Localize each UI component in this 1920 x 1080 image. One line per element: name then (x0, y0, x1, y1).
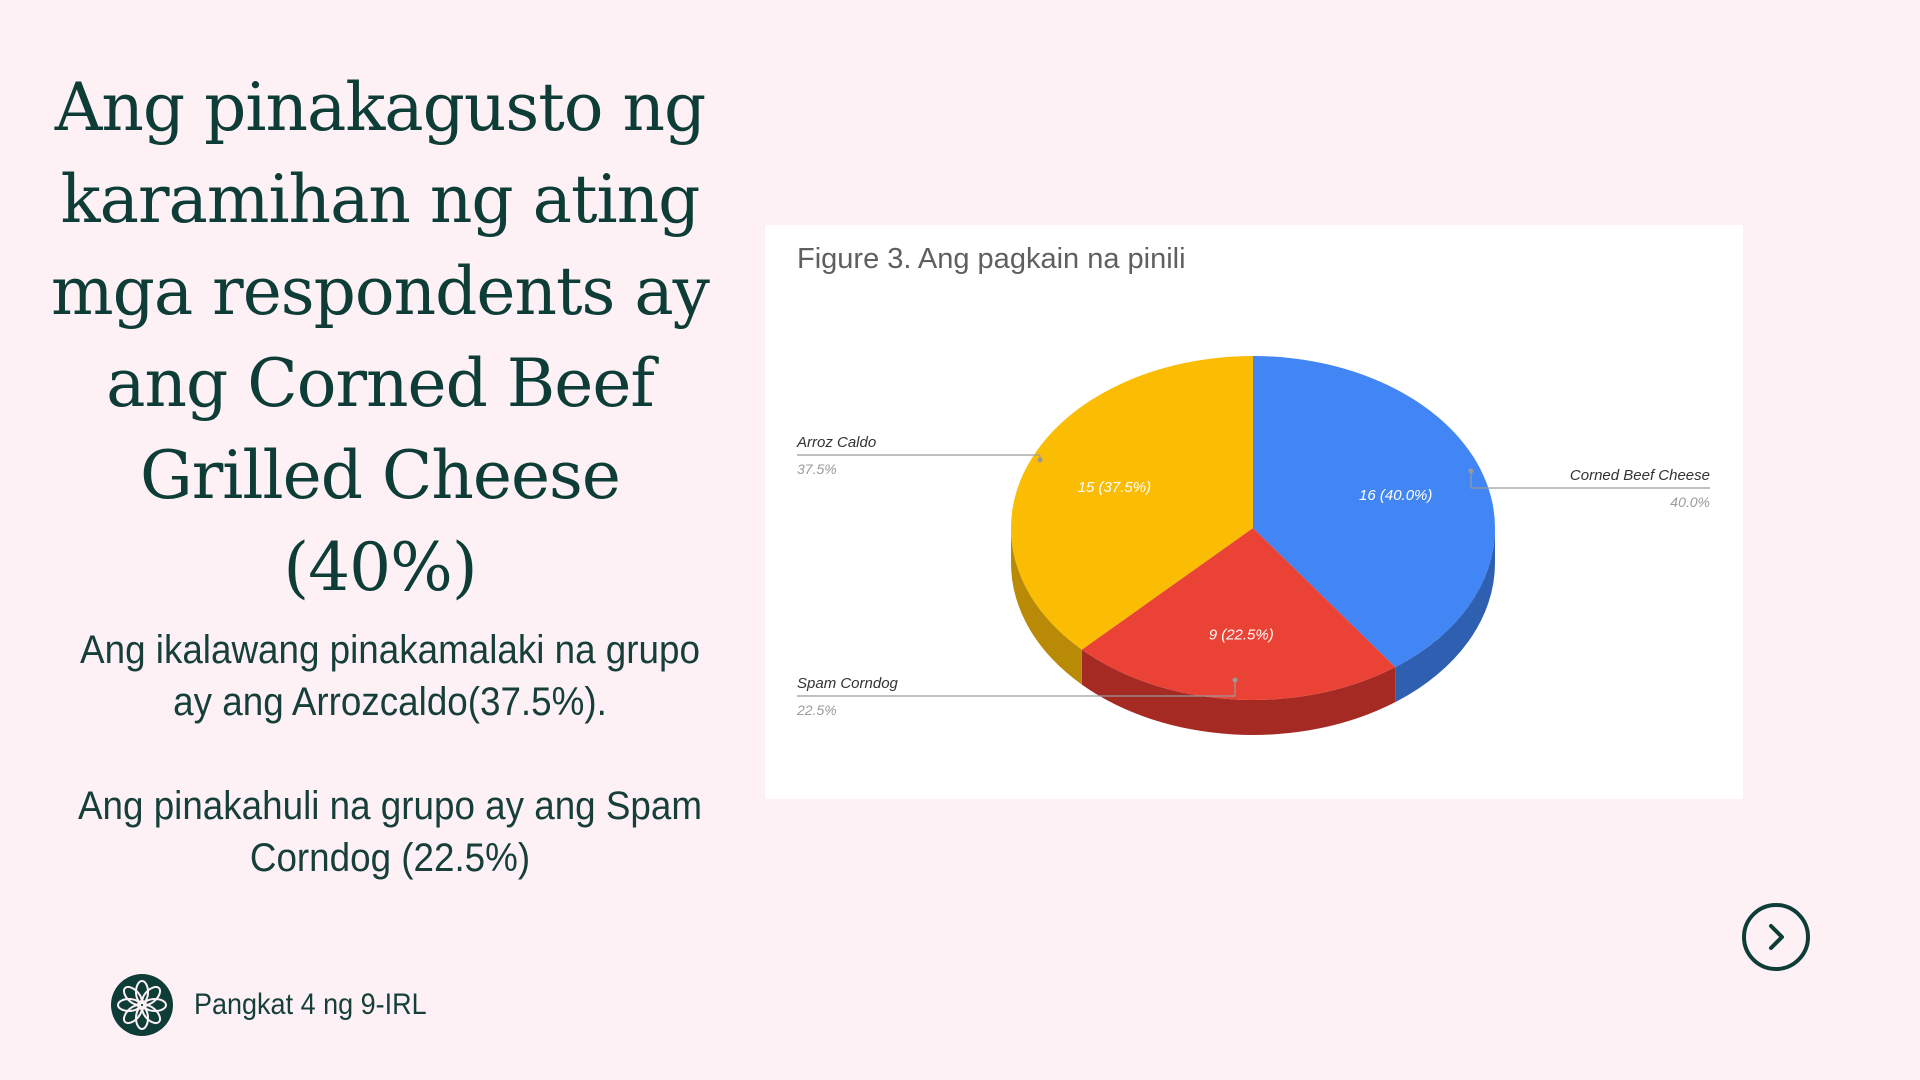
paragraph-last-group: Ang pinakahuli na grupo ay ang Spam Corn… (77, 784, 702, 880)
callout-dot-arroz-caldo (1037, 457, 1043, 463)
pie-chart-card: Figure 3. Ang pagkain na pinili 16 (40.0… (765, 225, 1743, 799)
footer: Pangkat 4 ng 9-IRL (108, 972, 453, 1038)
legend-percent-arroz-caldo: 37.5% (797, 461, 837, 477)
legend-label-spam-corndog: Spam Corndog (797, 675, 899, 692)
pie-slice-arroz-caldo (1011, 356, 1253, 650)
pie-side-arroz-caldo (1011, 528, 1082, 685)
chart-title: Figure 3. Ang pagkain na pinili (797, 243, 1186, 275)
footer-label: Pangkat 4 ng 9-IRL (194, 988, 427, 1021)
callout-dot-spam-corndog (1232, 677, 1238, 683)
chevron-right-icon (1769, 924, 1784, 950)
callout-dot-corned-beef-cheese (1468, 468, 1474, 474)
data-label-arroz-caldo: 15 (37.5%) (1078, 479, 1151, 496)
pie-side-corned-beef-cheese (1395, 528, 1495, 703)
pie-chart: Figure 3. Ang pagkain na pinili 16 (40.0… (796, 243, 1710, 735)
pie-slice-corned-beef-cheese (1253, 356, 1495, 668)
pie-slice-spam-corndog (1081, 528, 1396, 700)
data-label-corned-beef-cheese: 16 (40.0%) (1359, 487, 1432, 504)
legend-percent-spam-corndog: 22.5% (796, 702, 837, 718)
pie-side-spam-corndog (1081, 649, 1396, 735)
paragraph-second-group: Ang ikalawang pinakamalaki na grupo ay a… (80, 628, 700, 724)
data-label-spam-corndog: 9 (22.5%) (1209, 626, 1274, 643)
flower-logo-icon (111, 974, 173, 1036)
legend-label-arroz-caldo: Arroz Caldo (796, 434, 876, 451)
slide-headline: Ang pinakagusto ng karamihan ng ating mg… (51, 69, 710, 606)
legend-percent-corned-beef-cheese: 40.0% (1670, 494, 1710, 510)
next-slide-button[interactable] (1742, 903, 1810, 971)
legend-label-corned-beef-cheese: Corned Beef Cheese (1570, 467, 1710, 484)
